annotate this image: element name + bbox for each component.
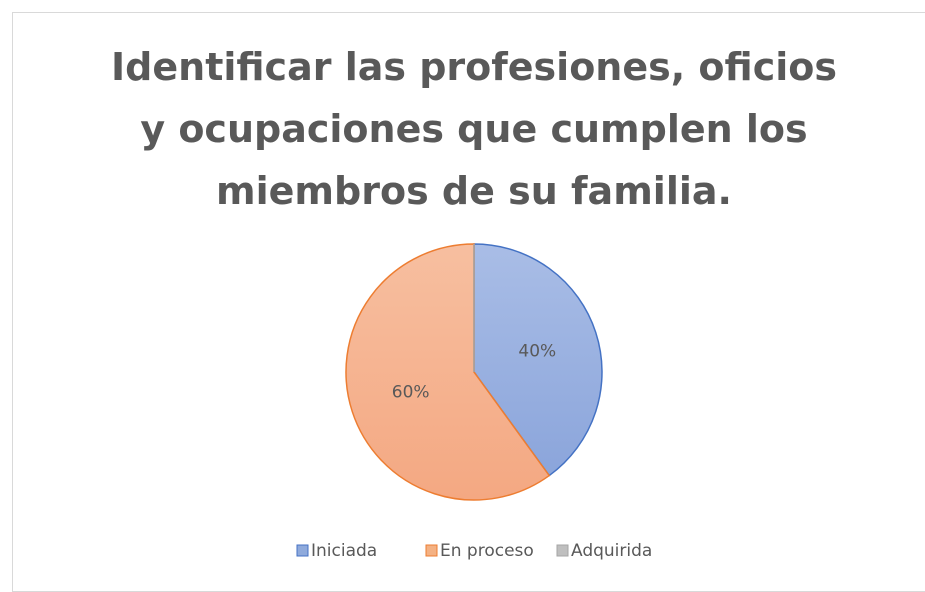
legend-label: Iniciada: [311, 541, 377, 561]
chart-title: Identificar las profesiones, oficios y o…: [111, 45, 837, 213]
legend-swatch: [556, 544, 569, 557]
data-label: 60%: [392, 383, 430, 403]
pie-slice: [473, 243, 603, 477]
legend-label: En proceso: [440, 541, 534, 561]
legend-label: Adquirida: [571, 541, 652, 561]
legend-swatch: [425, 544, 438, 557]
data-label: 40%: [518, 341, 556, 361]
pie-slice: [345, 243, 551, 501]
legend-swatch: [296, 544, 309, 557]
